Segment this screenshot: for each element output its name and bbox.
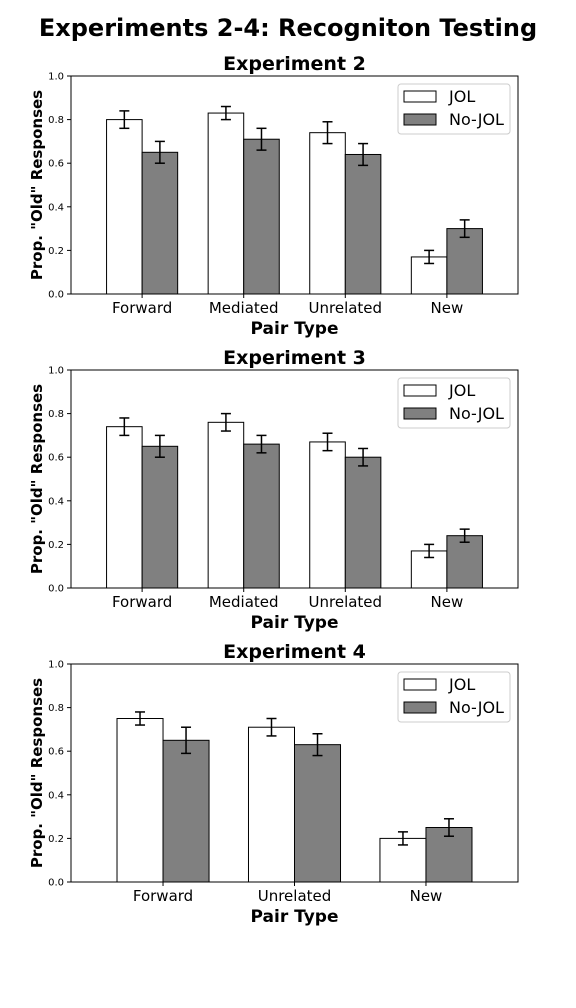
- y-tick-label: 0.8: [48, 409, 64, 420]
- bar-nojol-forward: [141, 151, 179, 295]
- bar-nojol-new: [446, 228, 483, 295]
- x-tick-label: Forward: [112, 299, 172, 317]
- y-tick-label: 0.8: [48, 115, 64, 126]
- y-axis-label: Prop. "Old" Responses: [28, 90, 46, 280]
- x-tick-label: Mediated: [209, 299, 279, 317]
- y-tick-label: 0.4: [48, 202, 64, 213]
- x-tick-label: Mediated: [209, 593, 279, 611]
- x-tick-label: New: [431, 299, 464, 317]
- bar-jol-forward: [106, 119, 143, 295]
- chart-title: Experiment 3: [223, 347, 366, 369]
- y-tick-label: 0.6: [48, 747, 64, 758]
- legend-label-nojol: No-JOL: [449, 404, 504, 423]
- x-tick-label: Forward: [133, 887, 193, 905]
- y-tick-label: 0.0: [48, 290, 64, 301]
- x-tick-label: Unrelated: [309, 299, 383, 317]
- chart-experiment-4: Experiment 4 0.0 0.2 0.4 0.6 0.8 1.0 Forward Unr…: [28, 641, 519, 927]
- bar-jol-unrelated: [309, 441, 346, 589]
- y-tick-label: 1.0: [48, 366, 64, 377]
- y-tick-label: 0.2: [48, 834, 64, 845]
- x-tick-label: Unrelated: [309, 593, 383, 611]
- y-axis-label: Prop. "Old" Responses: [28, 678, 46, 868]
- y-tick-label: 0.8: [48, 703, 64, 714]
- bar-nojol-unrelated: [344, 456, 382, 589]
- chart-title: Experiment 2: [223, 53, 366, 75]
- y-tick-label: 0.4: [48, 496, 64, 507]
- figure-title: Experiments 2-4: Recogniton Testing: [38, 14, 538, 42]
- y-tick-label: 0.2: [48, 540, 64, 551]
- x-tick-label: New: [431, 593, 464, 611]
- bar-nojol-new: [446, 535, 483, 589]
- x-tick-label: Unrelated: [258, 887, 332, 905]
- bar-jol-forward: [106, 426, 143, 589]
- x-axis-label: Pair Type: [251, 613, 339, 633]
- x-tick-label: Forward: [112, 593, 172, 611]
- bar-nojol-forward: [141, 445, 179, 589]
- bar-jol-unrelated: [309, 132, 346, 295]
- plot-frame: [70, 75, 519, 295]
- legend-label-nojol: No-JOL: [449, 110, 504, 129]
- bar-nojol-unrelated: [294, 744, 342, 883]
- legend-swatch-jol: [403, 384, 437, 397]
- bar-nojol-forward: [162, 739, 210, 883]
- legend-swatch-nojol: [403, 113, 437, 126]
- legend-label-jol: JOL: [448, 675, 475, 694]
- y-tick-label: 0.0: [48, 584, 64, 595]
- bar-jol-forward: [116, 718, 164, 883]
- bar-nojol-mediated: [243, 443, 280, 589]
- bar-jol-mediated: [207, 112, 245, 295]
- chart-experiment-2: Experiment 2 0.0 0.2 0.4 0.6 0.8 1.0 Forward Med…: [28, 53, 519, 339]
- y-axis-label: Prop. "Old" Responses: [28, 384, 46, 574]
- y-tick-label: 1.0: [48, 72, 64, 83]
- bar-nojol-unrelated: [344, 153, 382, 295]
- y-tick-label: 0.0: [48, 878, 64, 889]
- chart-experiment-3: Experiment 3 0.0 0.2 0.4 0.6 0.8 1.0 Forward Med…: [28, 347, 519, 633]
- y-tick-label: 0.6: [48, 159, 64, 170]
- bar-jol-mediated: [207, 421, 245, 589]
- legend-label-jol: JOL: [448, 381, 475, 400]
- legend-swatch-jol: [403, 678, 437, 691]
- chart-title: Experiment 4: [223, 641, 366, 663]
- legend-swatch-jol: [403, 90, 437, 103]
- legend-swatch-nojol: [403, 407, 437, 420]
- x-tick-label: New: [410, 887, 443, 905]
- plot-frame: [70, 369, 519, 589]
- legend-label-nojol: No-JOL: [449, 698, 504, 717]
- y-tick-label: 1.0: [48, 660, 64, 671]
- x-axis-label: Pair Type: [251, 319, 339, 339]
- bar-nojol-mediated: [243, 138, 280, 295]
- legend-swatch-nojol: [403, 701, 437, 714]
- y-tick-label: 0.6: [48, 453, 64, 464]
- x-axis-label: Pair Type: [251, 907, 339, 927]
- legend-label-jol: JOL: [448, 87, 475, 106]
- bar-jol-unrelated: [247, 726, 295, 883]
- y-tick-label: 0.4: [48, 790, 64, 801]
- y-tick-label: 0.2: [48, 246, 64, 257]
